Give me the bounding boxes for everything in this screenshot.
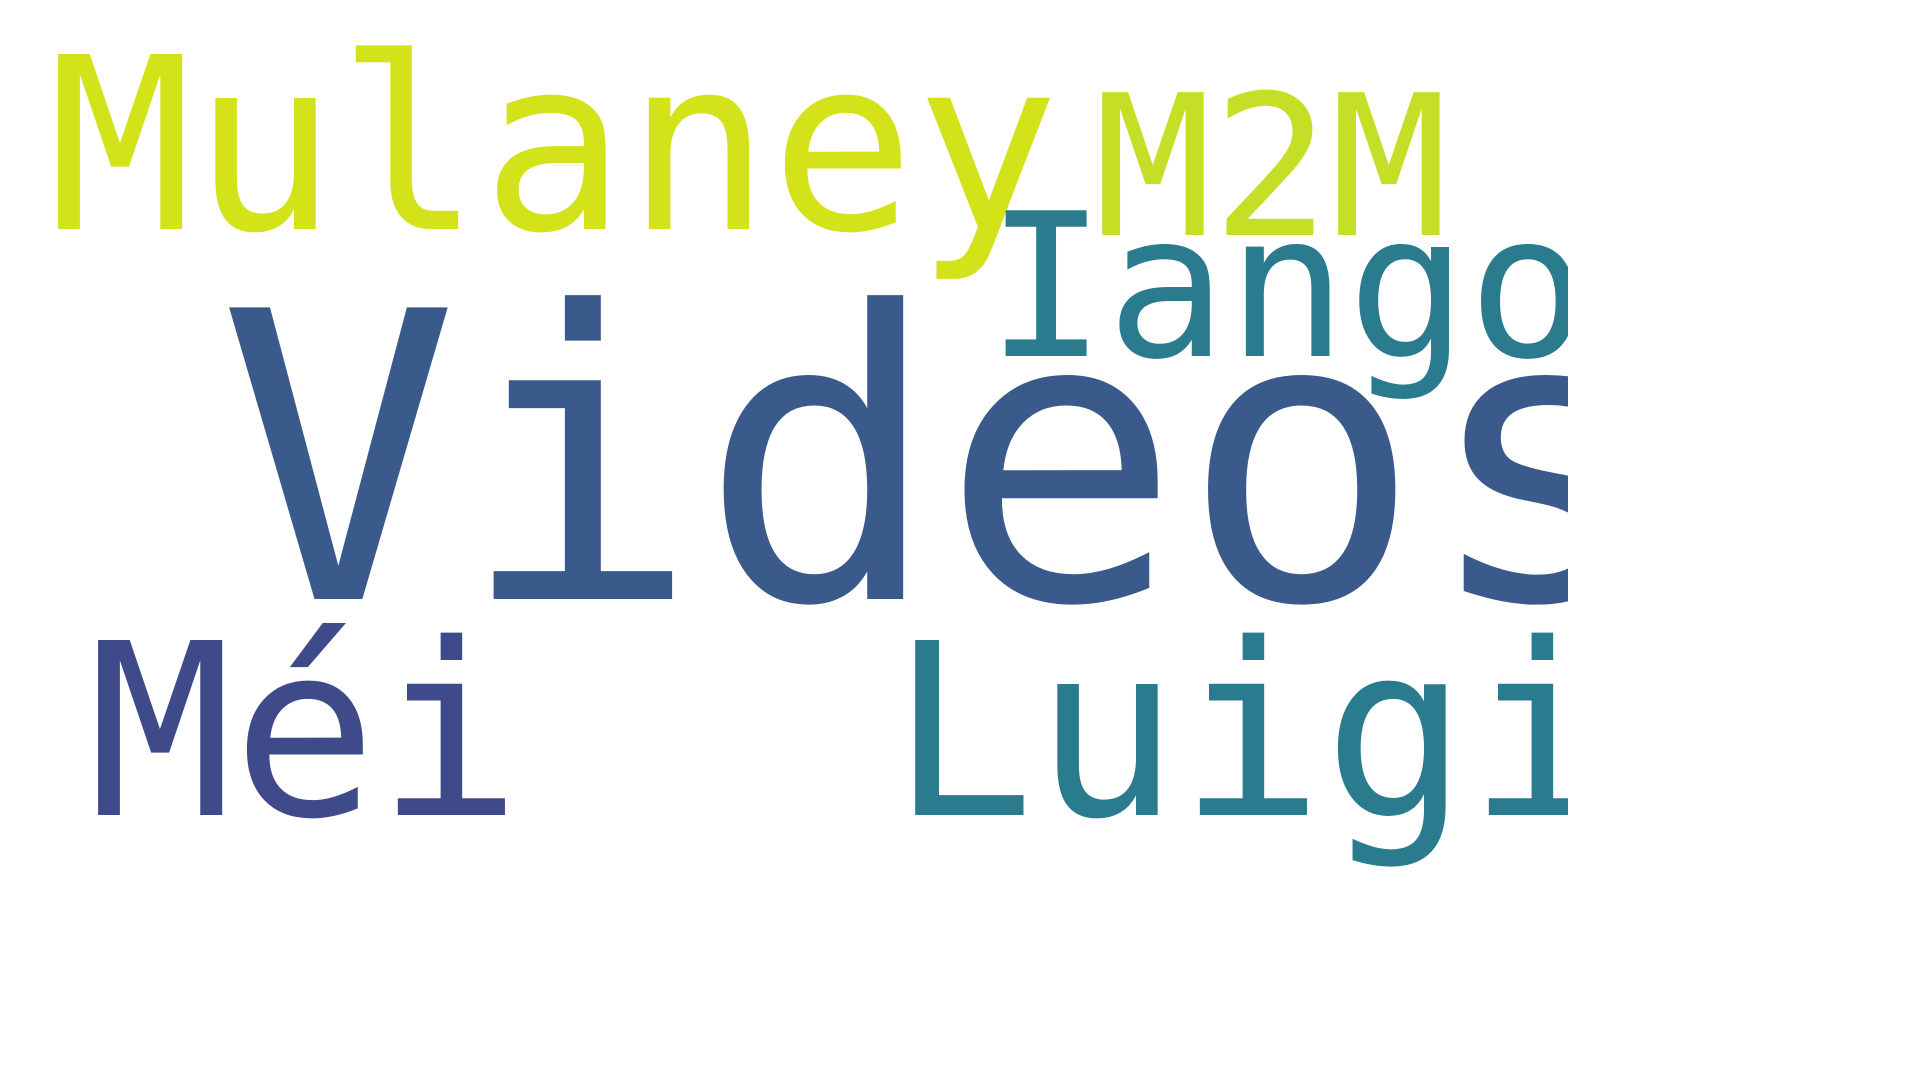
word-mei: Méi — [88, 592, 522, 872]
word-m2m: M2M — [1094, 54, 1449, 282]
word-mulaney: Mulaney — [48, 6, 1060, 286]
word-luigi: Luigi — [890, 592, 1568, 872]
word-cloud: Videos Mulaney M2M Iango Méi Luigi — [48, 6, 1568, 872]
word-videos: Videos — [218, 229, 1568, 694]
word-iango: Iango — [986, 171, 1568, 404]
